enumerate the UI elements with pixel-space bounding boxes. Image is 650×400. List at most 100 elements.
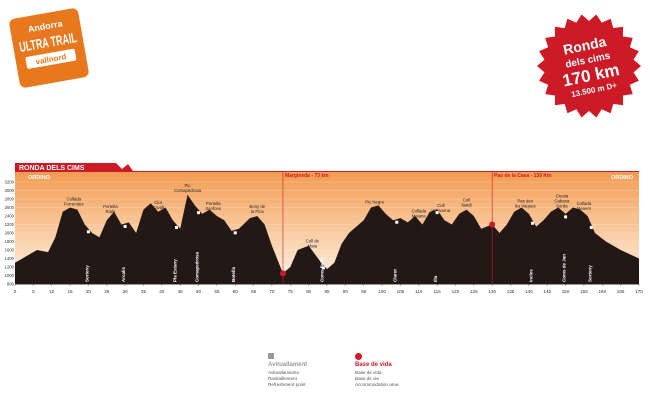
y-tick-label: 2400 bbox=[5, 214, 15, 219]
y-tick-label: 2000 bbox=[5, 231, 15, 236]
legend: Avituallament Avituallamiento Ravitaille… bbox=[260, 350, 460, 398]
peak-label: Collada Maiana bbox=[411, 208, 426, 218]
x-tick-label: 15 bbox=[67, 289, 73, 294]
x-tick-label: 45 bbox=[178, 289, 184, 294]
aid-station-icon bbox=[197, 211, 201, 215]
peak-label: Clot Cavall bbox=[152, 200, 164, 210]
peak-label-line: Sorda bbox=[556, 204, 568, 209]
x-tick-label: 120 bbox=[452, 289, 460, 294]
aid-station-icon bbox=[564, 215, 568, 219]
x-tick-label: 95 bbox=[361, 289, 367, 294]
peak-label-line: Pas des bbox=[517, 199, 533, 204]
x-tick-label: 60 bbox=[233, 289, 239, 294]
x-tick-label: 35 bbox=[141, 289, 147, 294]
aid-station-label: Arcalis bbox=[121, 266, 126, 282]
legend-base-icon bbox=[355, 353, 362, 360]
peak-label-line: Collada bbox=[66, 197, 81, 202]
x-tick-label: 100 bbox=[378, 289, 386, 294]
x-tick-label: 40 bbox=[159, 289, 165, 294]
x-tick-label: 90 bbox=[343, 289, 349, 294]
peak-label-line: Collada bbox=[411, 208, 426, 213]
aid-station-icon bbox=[589, 226, 593, 229]
aid-station-label: Illa bbox=[433, 275, 438, 282]
y-tick-label: 1200 bbox=[5, 265, 15, 270]
peak-label-line: Pic bbox=[185, 183, 192, 188]
x-tick-label: 165 bbox=[617, 289, 625, 294]
legend-aid-title: Avituallament bbox=[268, 362, 308, 368]
x-tick-label: 160 bbox=[598, 289, 606, 294]
x-tick-label: 170 bbox=[635, 289, 643, 294]
legend-aid-line: Avituallamiento bbox=[268, 370, 300, 375]
peak-label-line: Rialp bbox=[106, 209, 116, 214]
x-tick-label: 130 bbox=[488, 289, 496, 294]
y-tick-label: 2600 bbox=[5, 205, 15, 210]
peak-label: Collada Meners bbox=[577, 201, 592, 211]
profile-title-banner bbox=[15, 163, 639, 172]
logo-brand-plate bbox=[25, 48, 77, 69]
aid-station-label: Coms de Jan bbox=[562, 254, 567, 282]
aid-station-label: Botella bbox=[231, 266, 236, 282]
profile-terrain bbox=[15, 194, 639, 284]
aid-station-label: Coms Bella bbox=[319, 257, 324, 282]
peak-label: Portella Sanfons bbox=[205, 201, 221, 211]
peak-label-line: Portella bbox=[206, 201, 221, 206]
y-tick-label: 1600 bbox=[5, 248, 15, 253]
aid-station-icon bbox=[395, 220, 399, 224]
peak-label-line: la Pica bbox=[251, 209, 265, 214]
peak-label-line: Pic Negre bbox=[365, 199, 384, 204]
peak-label-line: Collada bbox=[577, 201, 592, 206]
x-tick-label: 70 bbox=[269, 289, 275, 294]
y-tick-label: 1800 bbox=[5, 239, 15, 244]
aid-stations: Sorteny Arcalis Pla Estany Comapedrosa Botel… bbox=[84, 211, 593, 282]
x-tick-label: 145 bbox=[543, 289, 551, 294]
x-tick-label: 105 bbox=[397, 289, 405, 294]
x-tick-label: 20 bbox=[86, 289, 92, 294]
x-tick-label: 125 bbox=[470, 289, 478, 294]
base-points bbox=[279, 221, 496, 277]
aid-station-icon bbox=[233, 231, 237, 235]
peak-label-line: Maia bbox=[308, 244, 318, 249]
peak-label-line: Ferreroles bbox=[64, 202, 84, 207]
base-point-icon bbox=[489, 221, 496, 228]
x-axis: 0 5 10 15 20 25 30 35 40 45 50 55 60 65 70 75 80 85 90 95 10… bbox=[14, 284, 643, 294]
x-tick-label: 25 bbox=[104, 289, 110, 294]
peak-label: Bony de la Pica bbox=[249, 204, 265, 214]
peak-label-line: Clot bbox=[154, 200, 162, 205]
peak-label: Cresta Cabana Sorda bbox=[554, 194, 570, 209]
legend-aid-line: Refreshment point bbox=[268, 382, 306, 387]
peak-label-line: Maiana bbox=[412, 213, 427, 218]
x-tick-label: 155 bbox=[580, 289, 588, 294]
aid-station-label: Incles bbox=[529, 269, 534, 282]
x-tick-label: 0 bbox=[14, 289, 17, 294]
elevation-profile: RONDA DELS CIMS ORDINO ORDINO 3200 3000 28… bbox=[5, 163, 643, 294]
y-tick-label: 2200 bbox=[5, 222, 15, 227]
x-tick-label: 10 bbox=[49, 289, 55, 294]
aid-station-label: Sorteny bbox=[587, 265, 592, 282]
stage-marker-label: Pas de la Casa - 130 Km bbox=[494, 173, 552, 179]
aid-station-label: Comapedrosa bbox=[195, 251, 200, 282]
x-tick-label: 75 bbox=[288, 289, 294, 294]
aid-station-label: Sorteny bbox=[84, 265, 89, 282]
y-tick-label: 3000 bbox=[5, 188, 15, 193]
peak-label-line: Cresta bbox=[556, 194, 569, 199]
legend-aid-line: Ravitaillement bbox=[268, 376, 297, 381]
base-point-icon bbox=[279, 270, 286, 277]
peak-label: Pic Comapedrosa bbox=[174, 183, 202, 193]
peak-label-line: Coll bbox=[437, 203, 444, 208]
peak-label-line: Cabana bbox=[554, 199, 570, 204]
x-tick-label: 50 bbox=[196, 289, 202, 294]
x-tick-label: 30 bbox=[123, 289, 129, 294]
peak-label: Pic Negre bbox=[365, 199, 384, 204]
peak-label: Coll de Maia bbox=[306, 239, 320, 249]
legend-base-line: Base de vie bbox=[355, 376, 380, 381]
legend-base-title: Base de vida bbox=[355, 362, 392, 368]
peak-label-line: Meners bbox=[577, 206, 591, 211]
aid-station-icon bbox=[175, 226, 179, 229]
peak-label: Coll Valtiverna bbox=[431, 203, 450, 213]
peak-label-line: Portella bbox=[103, 204, 118, 209]
profile-title: RONDA DELS CIMS bbox=[19, 165, 85, 172]
x-tick-label: 135 bbox=[507, 289, 515, 294]
x-tick-label: 140 bbox=[525, 289, 533, 294]
x-tick-label: 80 bbox=[306, 289, 312, 294]
peak-label-line: Cavall bbox=[152, 205, 164, 210]
